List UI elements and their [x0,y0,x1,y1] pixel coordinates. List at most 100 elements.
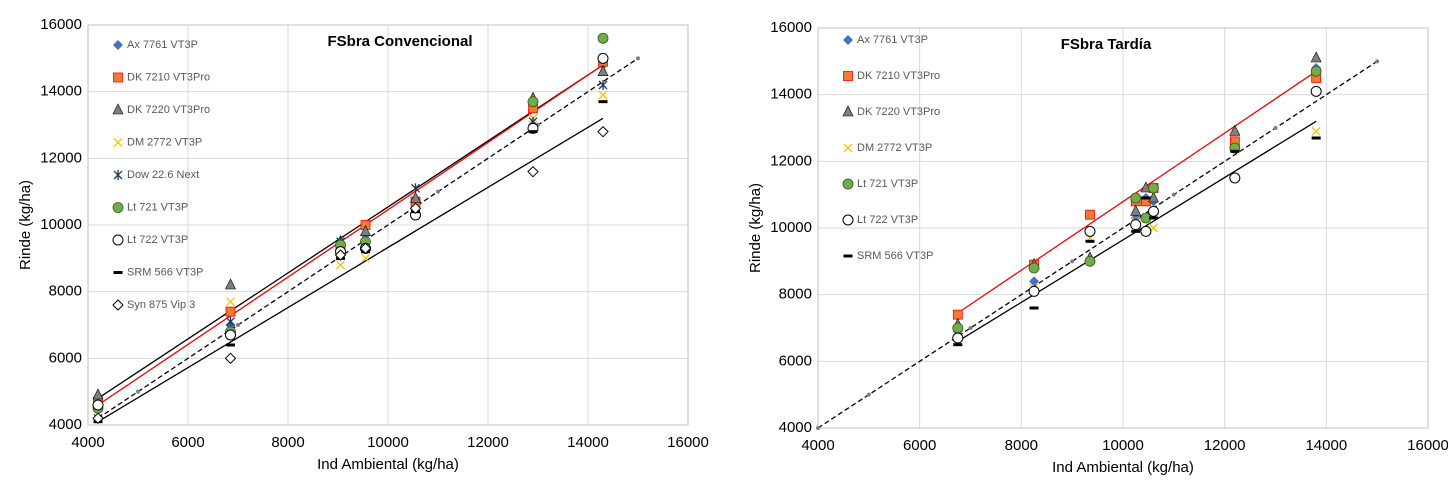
point [1229,172,1241,184]
point [1310,65,1322,77]
point [92,399,104,411]
series [953,126,1321,340]
series [952,51,1322,329]
trend-line [97,117,604,423]
point [336,260,345,270]
legend-label: DM 2772 VT3P [857,142,932,154]
point [598,80,608,90]
series [92,125,609,425]
point [226,316,235,327]
legend-marker [112,103,124,115]
legend-marker [843,71,853,81]
legend-label: SRM 566 VT3P [857,250,933,262]
legend-label: DK 7210 VT3Pro [857,70,940,82]
series [952,65,1322,334]
y-tick-label: 4000 [779,419,812,436]
point [1084,255,1096,267]
reference-dot [236,323,240,327]
legend-marker [113,271,123,274]
point [226,297,235,307]
reference-dot [1171,192,1176,197]
legend-marker [112,202,124,213]
legend-label: Lt 721 VT3P [127,201,188,213]
point [597,125,609,138]
point [952,332,964,344]
point [361,253,370,263]
point [1229,124,1241,136]
x-tick-label: 10000 [367,434,409,451]
plot-border [817,27,1429,429]
x-tick-label: 8000 [1005,437,1038,454]
point [224,352,237,365]
point [598,90,608,100]
point [409,202,422,215]
x-tick-label: 6000 [171,434,204,451]
point [528,130,538,134]
point [952,309,963,320]
y-tick-label: 14000 [40,83,82,100]
x-axis-label: Ind Ambiental (kg/ha) [317,456,459,473]
y-tick-label: 6000 [779,352,812,369]
point [226,343,235,347]
point [597,64,609,76]
point [1311,136,1321,140]
series [952,85,1322,344]
x-axis-label: Ind Ambiental (kg/ha) [1052,459,1194,476]
x-tick-label: 14000 [1305,437,1347,454]
point [1085,239,1095,243]
point [410,191,421,203]
plot-border [87,24,689,426]
x-tick-label: 4000 [801,437,834,454]
legend-marker [113,170,123,180]
point [334,249,347,261]
y-tick-label: 10000 [770,219,812,236]
x-tick-label: 8000 [271,434,304,451]
point [597,32,609,44]
point [1028,285,1040,297]
legend-marker [843,143,853,153]
reference-dot [816,426,820,430]
y-tick-label: 12000 [770,152,812,169]
point [1029,306,1039,310]
point [1311,126,1321,136]
legend-marker [113,138,123,147]
point [1148,191,1159,203]
x-tick-label: 16000 [667,434,709,451]
x-tick-label: 12000 [467,434,509,451]
y-tick-label: 10000 [40,216,82,233]
chart: 4000 6000 8000 10000 12000 14000 16000 4000 6000… [17,16,709,473]
legend-label: Dow 22.6 Next [127,169,199,181]
legend-marker [842,105,854,117]
x-tick-label: 4000 [71,434,104,451]
point [360,224,371,236]
y-tick-label: 6000 [49,349,82,366]
legend-label: Syn 875 Vip 3 [127,299,195,311]
point [1149,216,1158,220]
legend-marker [112,299,124,311]
legend-marker [843,35,853,45]
y-tick-label: 16000 [40,16,82,33]
y-tick-label: 4000 [49,416,82,433]
chart: 4000 6000 8000 10000 12000 14000 16000 4000 6000… [747,19,1448,476]
reference-dot [1375,59,1380,64]
point [1148,205,1159,217]
point [1029,276,1040,287]
legend-marker [113,72,123,83]
trend-line [957,70,1317,314]
legend-marker [842,178,854,190]
point [411,183,420,194]
y-axis-label: Rinde (kg/ha) [747,183,764,273]
legend-marker [113,40,123,50]
reference-dot [636,56,640,61]
trend-line [97,64,604,406]
reference-dot [136,389,140,394]
point [1140,225,1152,237]
y-axis-label: Rinde (kg/ha) [17,180,34,270]
point [1085,209,1095,220]
legend-label: Lt 722 VT3P [857,214,918,226]
point [1148,182,1159,194]
y-tick-label: 8000 [49,283,82,300]
point [92,388,104,400]
reference-dot [436,189,440,194]
legend-marker [843,254,853,258]
